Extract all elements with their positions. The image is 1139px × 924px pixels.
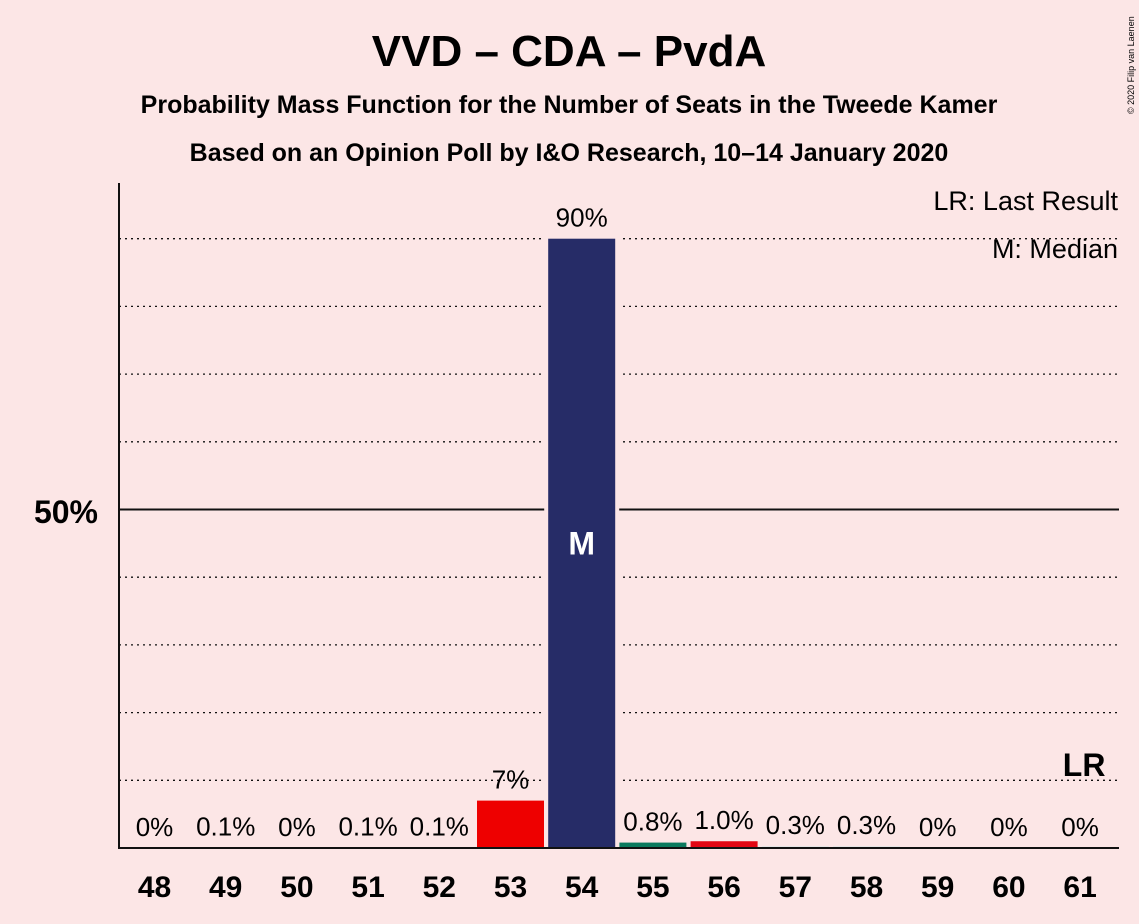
data-label-61: 0% [1061,812,1099,842]
x-tick-58: 58 [850,871,883,904]
data-label-53: 7% [492,765,530,795]
data-label-52: 0.1% [410,811,469,841]
legend-median: M: Median [992,234,1118,264]
data-label-60: 0% [990,812,1028,842]
bar-57 [761,845,829,848]
x-tick-56: 56 [707,871,740,904]
data-label-58: 0.3% [837,810,896,840]
data-label-57: 0.3% [766,810,825,840]
bar-55 [619,842,687,848]
x-tick-61: 61 [1063,871,1096,904]
bar-58 [833,845,900,848]
chart-subtitle: Probability Mass Function for the Number… [141,91,998,119]
data-label-48: 0% [136,812,174,842]
x-tick-51: 51 [351,871,384,904]
x-tick-labels: 48 49 50 51 52 53 54 55 56 57 58 59 60 61 [138,871,1097,904]
legend-last-result: LR: Last Result [933,186,1118,216]
data-label-55: 0.8% [623,807,682,837]
data-label-56: 1.0% [694,805,753,835]
bar-54 [548,238,616,848]
x-tick-53: 53 [494,871,527,904]
copyright-note: © 2020 Filip van Laenen [1126,16,1136,114]
x-tick-52: 52 [423,871,456,904]
x-tick-60: 60 [992,871,1025,904]
data-label-50: 0% [278,812,316,842]
bars [192,236,900,848]
chart-subtitle-poll: Based on an Opinion Poll by I&O Research… [190,139,949,167]
bar-53 [477,800,544,848]
median-marker: M [568,525,595,561]
y-tick-label-50: 50% [34,494,98,530]
data-label-51: 0.1% [338,811,397,841]
x-tick-57: 57 [779,871,812,904]
x-tick-50: 50 [280,871,313,904]
data-label-49: 0.1% [196,811,255,841]
last-result-marker: LR [1063,747,1106,783]
x-tick-48: 48 [138,871,171,904]
x-tick-49: 49 [209,871,242,904]
x-tick-55: 55 [636,871,669,904]
data-label-54: 90% [556,203,608,233]
x-tick-59: 59 [921,871,954,904]
data-labels: 0% 0.1% 0% 0.1% 0.1% 7% 90% 0.8% 1.0% 0.3% 0.3% 0% 0… [136,203,1106,842]
bar-56 [690,841,758,848]
data-label-59: 0% [919,812,957,842]
chart-title: VVD – CDA – PvdA [372,27,766,76]
x-tick-54: 54 [565,871,599,904]
